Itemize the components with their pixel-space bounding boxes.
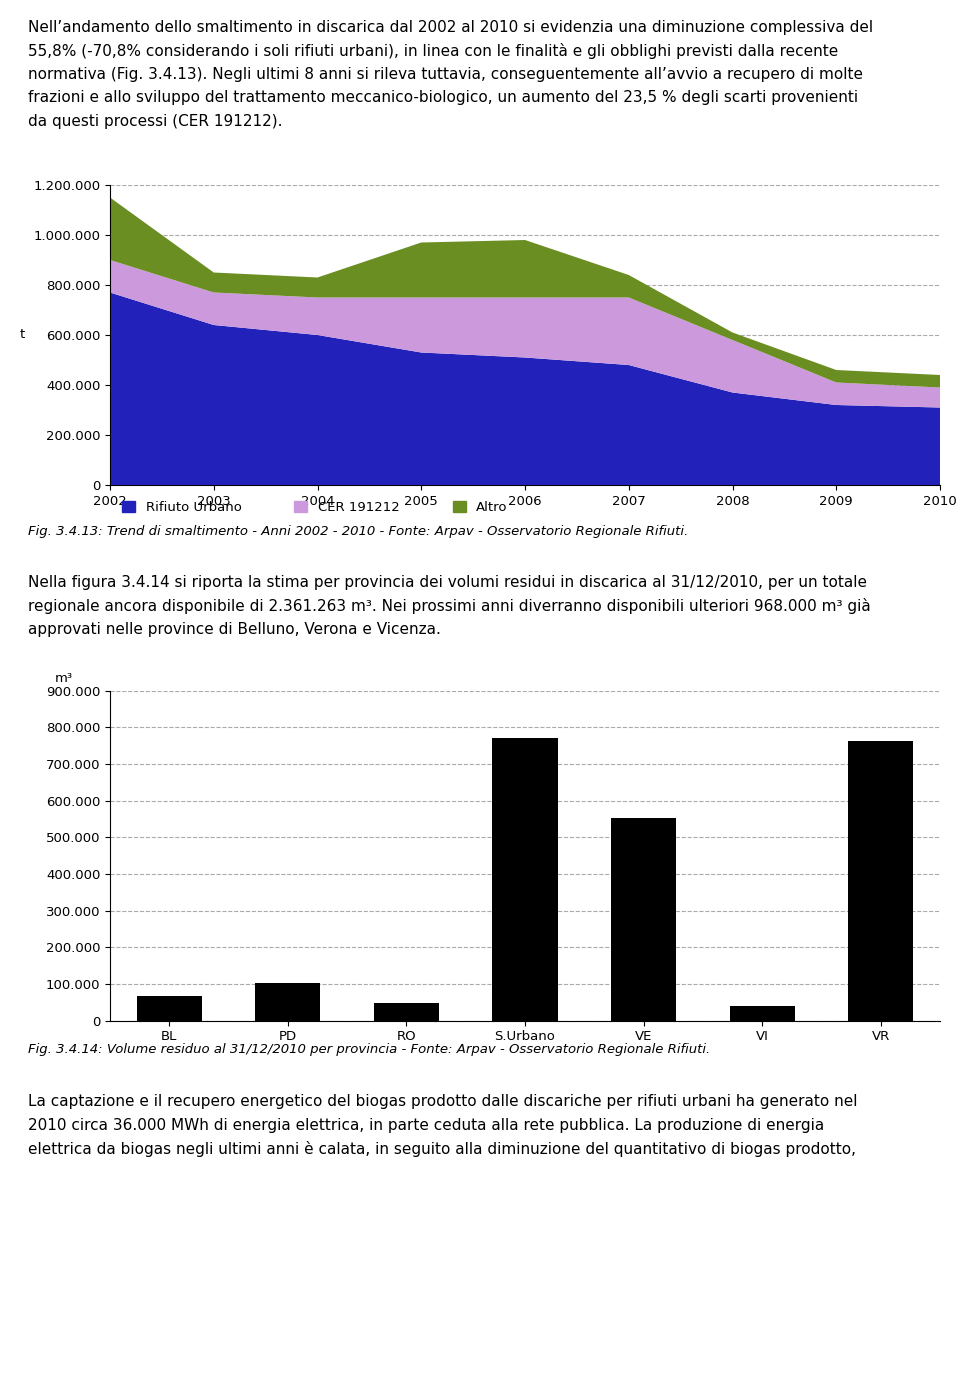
Bar: [848, 741, 913, 1021]
Text: Fig. 3.4.13: Trend di smaltimento - Anni 2002 - 2010 - Fonte: Arpav - Osservator: Fig. 3.4.13: Trend di smaltimento - Anni…: [28, 526, 688, 538]
Text: 2010 circa 36.000 MWh di energia elettrica, in parte ceduta alla rete pubblica. : 2010 circa 36.000 MWh di energia elettri…: [28, 1117, 825, 1133]
Text: regionale ancora disponibile di 2.361.263 m³. Nei prossimi anni diverranno dispo: regionale ancora disponibile di 2.361.26…: [28, 599, 871, 614]
Text: normativa (Fig. 3.4.13). Negli ultimi 8 anni si rileva tuttavia, conseguentement: normativa (Fig. 3.4.13). Negli ultimi 8 …: [28, 66, 863, 82]
Legend: Rifiuto Urbano, CER 191212, Altro: Rifiuto Urbano, CER 191212, Altro: [116, 495, 513, 519]
Y-axis label: t: t: [19, 329, 25, 342]
Text: da questi processi (CER 191212).: da questi processi (CER 191212).: [28, 113, 282, 129]
Text: 55,8% (-70,8% considerando i soli rifiuti urbani), in linea con le finalità e gl: 55,8% (-70,8% considerando i soli rifiut…: [28, 43, 838, 59]
Text: frazioni e allo sviluppo del trattamento meccanico-biologico, un aumento del 23,: frazioni e allo sviluppo del trattamento…: [28, 90, 858, 105]
Bar: [492, 739, 558, 1021]
Bar: [373, 1003, 439, 1021]
Text: Fig. 3.4.14: Volume residuo al 31/12/2010 per provincia - Fonte: Arpav - Osserva: Fig. 3.4.14: Volume residuo al 31/12/201…: [28, 1043, 710, 1055]
Bar: [611, 817, 676, 1021]
Bar: [136, 996, 202, 1021]
Bar: [255, 983, 321, 1021]
Bar: [730, 1005, 795, 1021]
Text: elettrica da biogas negli ultimi anni è calata, in seguito alla diminuzione del : elettrica da biogas negli ultimi anni è …: [28, 1141, 856, 1158]
Text: Nell’andamento dello smaltimento in discarica dal 2002 al 2010 si evidenzia una : Nell’andamento dello smaltimento in disc…: [28, 19, 874, 35]
Text: Nella figura 3.4.14 si riporta la stima per provincia dei volumi residui in disc: Nella figura 3.4.14 si riporta la stima …: [28, 575, 867, 591]
Text: m³: m³: [55, 672, 73, 686]
Text: La captazione e il recupero energetico del biogas prodotto dalle discariche per : La captazione e il recupero energetico d…: [28, 1094, 857, 1109]
Text: approvati nelle province di Belluno, Verona e Vicenza.: approvati nelle province di Belluno, Ver…: [28, 622, 441, 638]
